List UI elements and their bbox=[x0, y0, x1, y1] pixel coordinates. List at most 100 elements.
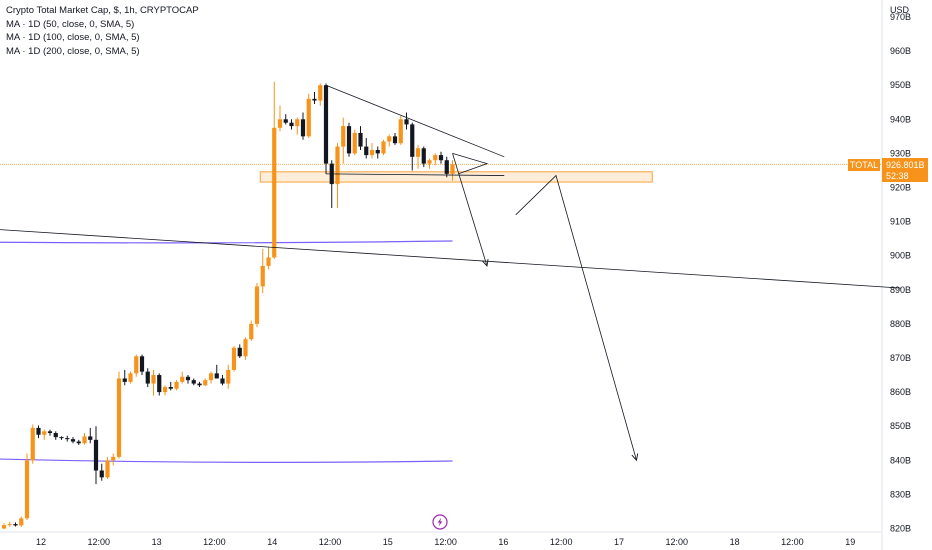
price-tick-label: 820B bbox=[890, 524, 911, 534]
price-tick-label: 950B bbox=[890, 80, 911, 90]
candle-body bbox=[369, 149, 375, 156]
candle-body bbox=[76, 441, 81, 444]
time-tick-label: 12:00 bbox=[781, 537, 804, 547]
trendline-top bbox=[325, 84, 505, 158]
price-tag: TOTAL 926.801B 52:38 bbox=[848, 158, 928, 182]
arrowhead-1 bbox=[481, 258, 489, 267]
legend-ma50[interactable]: MA · 1D (50, close, 0, SMA, 5) bbox=[6, 18, 135, 30]
candle-body bbox=[151, 375, 156, 384]
candle-body bbox=[111, 456, 116, 461]
candle-body bbox=[226, 369, 231, 384]
candle-body bbox=[42, 431, 47, 435]
candle-body bbox=[7, 524, 12, 526]
candle-body bbox=[335, 146, 340, 185]
legend-ma200[interactable]: MA · 1D (200, close, 0, SMA, 5) bbox=[6, 45, 140, 57]
time-tick-label: 13 bbox=[152, 537, 162, 547]
legend-ma100[interactable]: MA · 1D (100, close, 0, SMA, 5) bbox=[6, 32, 140, 43]
candle-body bbox=[231, 347, 237, 370]
price-tick-label: 930B bbox=[890, 148, 911, 158]
candle-body bbox=[174, 381, 179, 389]
candle-body bbox=[24, 460, 30, 519]
candle-body bbox=[65, 438, 70, 440]
price-axis-unit: USD bbox=[890, 5, 910, 15]
candle-body bbox=[375, 149, 380, 154]
candle-body bbox=[438, 155, 444, 161]
price-tick-label: 850B bbox=[890, 421, 911, 431]
time-tick-label: 16 bbox=[498, 537, 508, 547]
legend-title[interactable]: Crypto Total Market Cap, $, 1h, CRYPTOCA… bbox=[6, 5, 199, 16]
candle-body bbox=[185, 376, 191, 381]
candle-body bbox=[300, 119, 306, 137]
time-tick-label: 12:00 bbox=[203, 537, 226, 547]
candle-body bbox=[444, 160, 449, 174]
candle-body bbox=[180, 376, 185, 382]
price-tick-label: 920B bbox=[890, 183, 911, 193]
candle-body bbox=[82, 436, 87, 444]
price-tag-symbol: TOTAL bbox=[850, 160, 878, 170]
candle-body bbox=[295, 119, 300, 127]
projection-arrow-2 bbox=[515, 174, 637, 461]
price-tick-label: 830B bbox=[890, 489, 911, 499]
price-tick-label: 840B bbox=[890, 455, 911, 465]
candle-body bbox=[191, 380, 196, 384]
candle-body bbox=[352, 132, 357, 154]
candle-body bbox=[139, 356, 145, 372]
candle-body bbox=[168, 386, 173, 389]
candle-body bbox=[19, 518, 24, 526]
chart-legend: Crypto Total Market Cap, $, 1h, CRYPTOCA… bbox=[6, 4, 199, 58]
long-trendline bbox=[0, 229, 902, 289]
candle-body bbox=[289, 122, 294, 127]
candle-body bbox=[306, 98, 311, 137]
trendline-bottom bbox=[325, 173, 505, 176]
candle-body bbox=[433, 155, 438, 161]
price-tick-label: 870B bbox=[890, 353, 911, 363]
candle-body bbox=[105, 460, 110, 478]
candle-body bbox=[404, 119, 409, 125]
time-tick-label: 19 bbox=[845, 537, 855, 547]
candle-body bbox=[381, 141, 386, 154]
candle-body bbox=[122, 378, 127, 382]
candle-body bbox=[410, 124, 415, 157]
candle-body bbox=[237, 347, 242, 357]
price-tick-label: 960B bbox=[890, 46, 911, 56]
candle-body bbox=[266, 257, 271, 266]
candle-body bbox=[116, 378, 122, 457]
candle-body bbox=[318, 85, 323, 101]
lightning-icon[interactable] bbox=[432, 514, 448, 530]
price-tag-symbol-bg bbox=[848, 159, 880, 171]
time-tick-label: 15 bbox=[383, 537, 393, 547]
candle-body bbox=[157, 375, 162, 393]
candle-body bbox=[260, 265, 265, 287]
candle-body bbox=[128, 373, 133, 382]
candle-body bbox=[134, 356, 139, 374]
price-tag-value-bg bbox=[882, 158, 928, 182]
projection-arrow-1 bbox=[452, 153, 488, 267]
ma50-line bbox=[0, 240, 453, 244]
time-tick-label: 12:00 bbox=[666, 537, 689, 547]
candle-body bbox=[70, 439, 76, 442]
time-axis[interactable]: 12 12:00 13 12:00 14 12:00 15 12:00 16 12:00 17 12:… bbox=[36, 537, 855, 547]
candle-body bbox=[364, 146, 369, 156]
time-tick-label: 12:00 bbox=[88, 537, 111, 547]
candle-body bbox=[93, 439, 99, 471]
price-axis[interactable]: USD 820B 830B 840B 850B 860B 870B 880B 890B 900B 9… bbox=[890, 5, 911, 534]
plot-area bbox=[0, 81, 902, 530]
candle-body bbox=[283, 119, 288, 123]
candle-body bbox=[220, 378, 225, 384]
candle-body bbox=[387, 136, 392, 142]
candle-body bbox=[421, 148, 426, 164]
price-tick-label: 860B bbox=[890, 387, 911, 397]
candle-body bbox=[162, 386, 168, 393]
candle-body bbox=[358, 132, 363, 147]
candle-body bbox=[254, 286, 260, 324]
candle-body bbox=[197, 383, 202, 386]
candle-body bbox=[277, 119, 283, 128]
candle-body bbox=[392, 136, 398, 144]
chart-grid bbox=[0, 0, 883, 550]
candle-body bbox=[99, 470, 104, 478]
candle-body bbox=[450, 164, 455, 174]
candle-body bbox=[59, 437, 64, 439]
time-tick-label: 12:00 bbox=[319, 537, 342, 547]
arrowhead-2 bbox=[631, 453, 639, 462]
